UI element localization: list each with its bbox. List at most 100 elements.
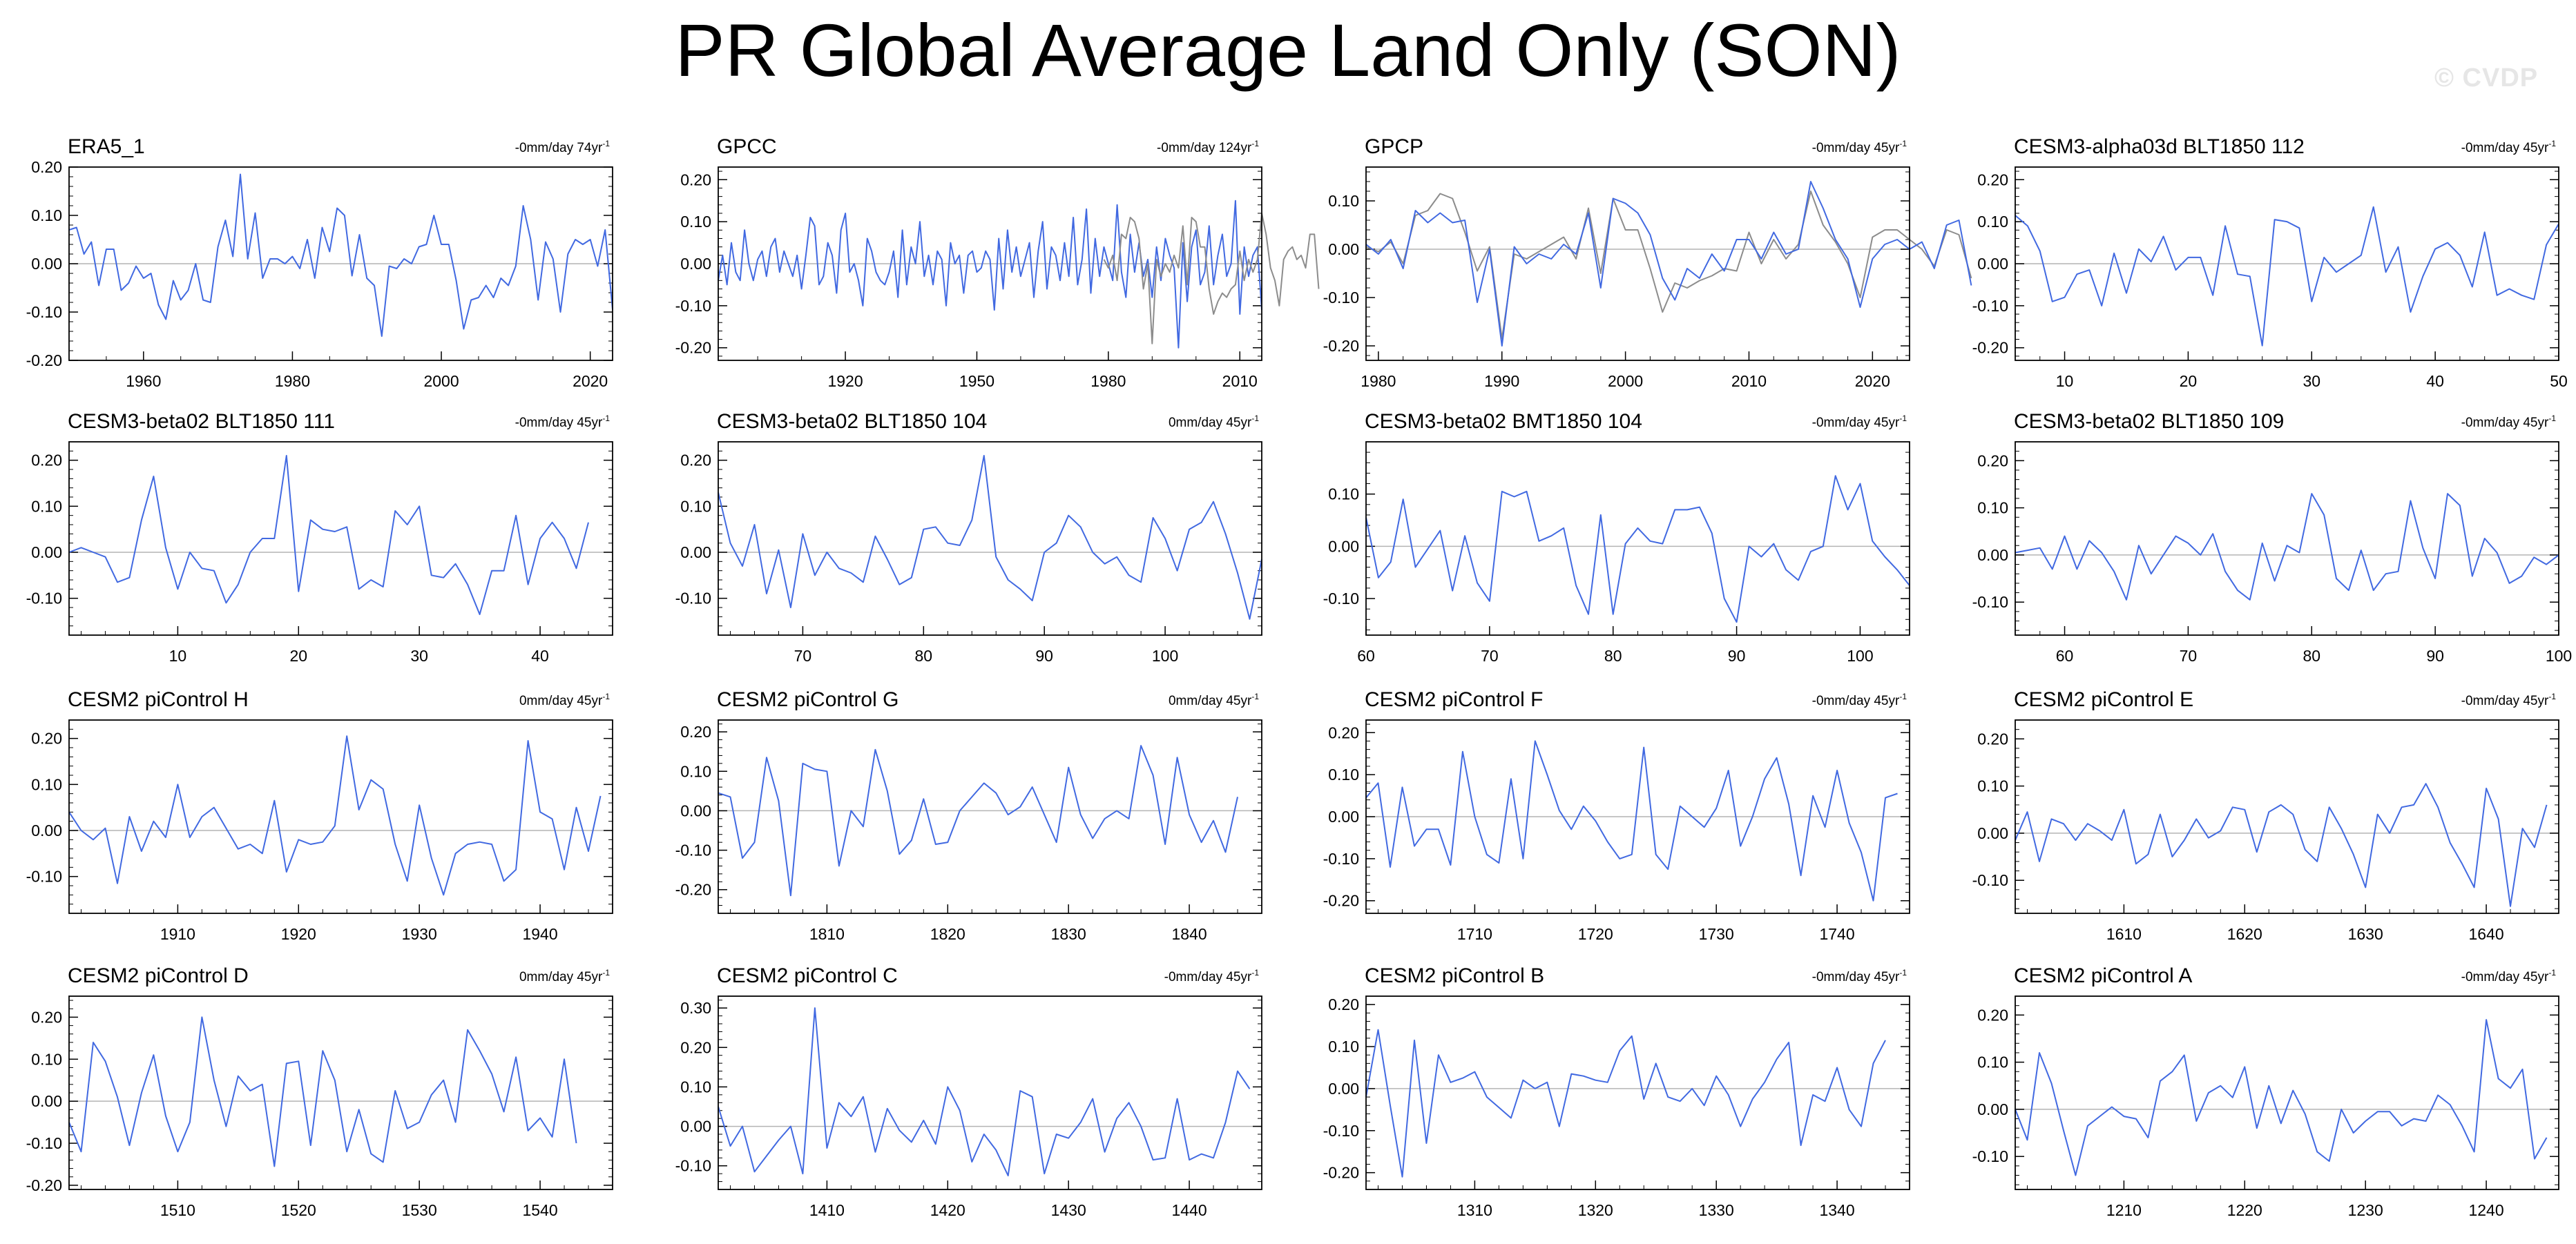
- x-tick-label: 20: [289, 647, 307, 665]
- x-tick-label: 1980: [1090, 372, 1126, 390]
- x-tick-label: 1980: [275, 372, 310, 390]
- panel-9: CESM2 piControl H 0mm/day 45yr-1 -0.10 0.00…: [26, 688, 613, 943]
- y-tick-label: 0.00: [1977, 546, 2008, 564]
- x-tick-label: 1830: [1051, 925, 1086, 943]
- plot-frame: [718, 719, 1262, 914]
- y-tick-label: -0.10: [1972, 593, 2008, 611]
- series-line: [718, 200, 1262, 349]
- y-tick-label: 0.10: [1328, 1038, 1359, 1056]
- panel-stat-exponent: -1: [602, 968, 610, 978]
- y-tick-label: 0.10: [1328, 192, 1359, 210]
- series-line: [2015, 783, 2548, 907]
- y-tick-label: 0.10: [31, 775, 62, 793]
- x-tick-label: 1610: [2106, 925, 2142, 943]
- x-tick-label: 1810: [809, 925, 845, 943]
- panel-title: CESM2 piControl E: [2014, 688, 2193, 711]
- plot-frame: [68, 719, 613, 914]
- x-tick-label: 1960: [126, 372, 161, 390]
- x-tick-label: 1420: [930, 1201, 965, 1219]
- plot-frame: [1365, 166, 1910, 361]
- x-tick-label: 1240: [2468, 1201, 2503, 1219]
- x-tick-label: 1910: [160, 925, 195, 943]
- y-tick-label: -0.20: [1323, 1164, 1359, 1182]
- x-tick-label: 40: [2426, 372, 2444, 390]
- x-tick-label: 1720: [1578, 925, 1613, 943]
- x-tick-label: 2000: [423, 372, 459, 390]
- panel-stat: 0mm/day 45yr-1: [1169, 414, 1259, 430]
- x-tick-label: 90: [1035, 647, 1053, 665]
- x-tick-label: 1950: [959, 372, 994, 390]
- x-tick-label: 1230: [2348, 1201, 2383, 1219]
- y-tick-label: -0.10: [26, 303, 62, 321]
- y-tick-label: -0.20: [1323, 892, 1359, 910]
- plot-frame: [68, 166, 613, 361]
- y-tick-label: -0.10: [1972, 297, 2008, 315]
- plot-frame: [68, 441, 613, 636]
- plot-frame: [2015, 995, 2559, 1190]
- x-tick-label: 100: [1152, 647, 1178, 665]
- panel-stat: -0mm/day 45yr-1: [515, 414, 611, 430]
- x-tick-label: 1540: [522, 1201, 557, 1219]
- x-tick-label: 2020: [1855, 372, 1890, 390]
- y-tick-label: 0.10: [680, 1078, 711, 1096]
- x-tick-label: 10: [2056, 372, 2074, 390]
- panel-stat-exponent: -1: [602, 414, 610, 423]
- plot-frame: [718, 166, 1262, 361]
- x-tick-label: 10: [169, 647, 187, 665]
- panel-stat-exponent: -1: [2548, 692, 2556, 701]
- panel-11: CESM2 piControl F -0mm/day 45yr-1 -0.20 -0.…: [1323, 688, 1910, 943]
- series-line: [68, 455, 589, 615]
- y-tick-label: 0.20: [680, 723, 711, 741]
- x-tick-label: 100: [2546, 647, 2572, 665]
- y-tick-label: 0.20: [680, 451, 711, 469]
- panel-stat: -0mm/day 45yr-1: [1164, 968, 1260, 984]
- panel-4: CESM3-alpha03d BLT1850 112 -0mm/day 45yr-…: [1972, 135, 2568, 390]
- panel-stat: -0mm/day 124yr-1: [1157, 139, 1259, 155]
- x-tick-label: 1940: [522, 925, 557, 943]
- x-tick-label: 20: [2180, 372, 2198, 390]
- y-tick-label: 0.10: [31, 1050, 62, 1068]
- x-tick-label: 1730: [1699, 925, 1734, 943]
- panel-stat-exponent: -1: [1251, 414, 1259, 423]
- panel-stat: -0mm/day 45yr-1: [2461, 968, 2557, 984]
- y-tick-label: -0.10: [1323, 1122, 1359, 1140]
- y-tick-label: 0.00: [680, 801, 711, 819]
- y-tick-label: 0.20: [31, 730, 62, 748]
- y-tick-label: 0.20: [1977, 171, 2008, 188]
- series-line: [1365, 181, 1972, 347]
- y-tick-label: 0.10: [1328, 485, 1359, 503]
- panel-title: ERA5_1: [68, 135, 145, 158]
- plot-frame: [1365, 441, 1910, 636]
- y-tick-label: -0.10: [675, 297, 711, 315]
- series-line: [2015, 206, 2559, 347]
- y-tick-label: 0.10: [1977, 213, 2008, 231]
- x-tick-label: 1740: [1819, 925, 1854, 943]
- y-tick-label: 0.00: [31, 543, 62, 561]
- plot-frame: [2015, 719, 2559, 914]
- series-line: [68, 1016, 577, 1167]
- plot-frame: [2015, 441, 2559, 636]
- series-line: [68, 735, 602, 896]
- x-tick-label: 80: [1604, 647, 1622, 665]
- y-tick-label: 0.10: [680, 213, 711, 231]
- y-tick-label: 0.00: [1328, 537, 1359, 555]
- panel-stat-exponent: -1: [1899, 139, 1907, 148]
- x-tick-label: 90: [2426, 647, 2444, 665]
- y-tick-label: 0.00: [31, 1092, 62, 1110]
- y-tick-label: -0.10: [675, 1157, 711, 1175]
- x-tick-label: 60: [1357, 647, 1375, 665]
- y-tick-label: -0.10: [675, 842, 711, 859]
- y-tick-label: -0.20: [675, 339, 711, 357]
- panel-stat-exponent: -1: [2548, 414, 2556, 423]
- panel-stat: 0mm/day 45yr-1: [1169, 692, 1259, 708]
- y-tick-label: -0.20: [26, 351, 62, 369]
- y-tick-label: -0.10: [1323, 289, 1359, 307]
- y-tick-label: 0.10: [31, 206, 62, 224]
- figure-title: PR Global Average Land Only (SON): [675, 8, 1901, 92]
- y-tick-label: -0.10: [26, 868, 62, 886]
- panel-stat-exponent: -1: [2548, 968, 2556, 978]
- panel-16: CESM2 piControl A -0mm/day 45yr-1 -0.10 0.0…: [1972, 964, 2559, 1219]
- x-tick-label: 1220: [2227, 1201, 2262, 1219]
- y-tick-label: 0.20: [1328, 723, 1359, 741]
